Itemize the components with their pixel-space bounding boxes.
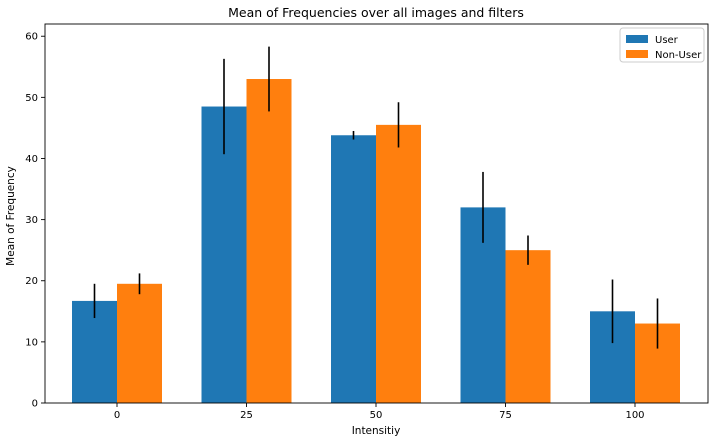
y-tick-label-0: 0 xyxy=(32,399,38,410)
legend: User Non-User xyxy=(619,27,705,63)
bar-non-user-75 xyxy=(505,250,551,403)
legend-label-non-user: Non-User xyxy=(655,50,702,61)
legend-swatch-user xyxy=(626,35,648,43)
axes-frame xyxy=(44,23,709,404)
x-tick-label-75: 75 xyxy=(499,410,512,421)
y-tick-label-20: 20 xyxy=(25,276,38,287)
x-tick-label-0: 0 xyxy=(114,410,120,421)
y-axis-label: Mean of Frequency xyxy=(5,166,17,266)
legend-swatch-non-user xyxy=(626,50,648,58)
bar-user-25 xyxy=(201,106,247,403)
legend-label-user: User xyxy=(655,35,679,46)
chart-title: Mean of Frequencies over all images and … xyxy=(228,5,524,20)
y-tick-label-30: 30 xyxy=(25,215,38,226)
y-tick-label-60: 60 xyxy=(25,32,38,43)
bar-non-user-0 xyxy=(117,283,162,403)
bar-non-user-25 xyxy=(246,79,292,404)
y-tick-label-50: 50 xyxy=(25,93,38,104)
x-tick-label-25: 25 xyxy=(240,410,253,421)
bar-non-user-50 xyxy=(376,124,421,403)
y-tick-label-40: 40 xyxy=(25,154,38,165)
x-tick-label-100: 100 xyxy=(625,410,644,421)
bar-user-50 xyxy=(331,135,376,404)
x-tick-label-50: 50 xyxy=(370,410,383,421)
x-axis-label: Intensitiy xyxy=(352,425,401,437)
plot-area: 0 25 50 75 100 0 10 20 30 40 50 60 xyxy=(25,23,709,421)
y-tick-label-10: 10 xyxy=(25,337,38,348)
